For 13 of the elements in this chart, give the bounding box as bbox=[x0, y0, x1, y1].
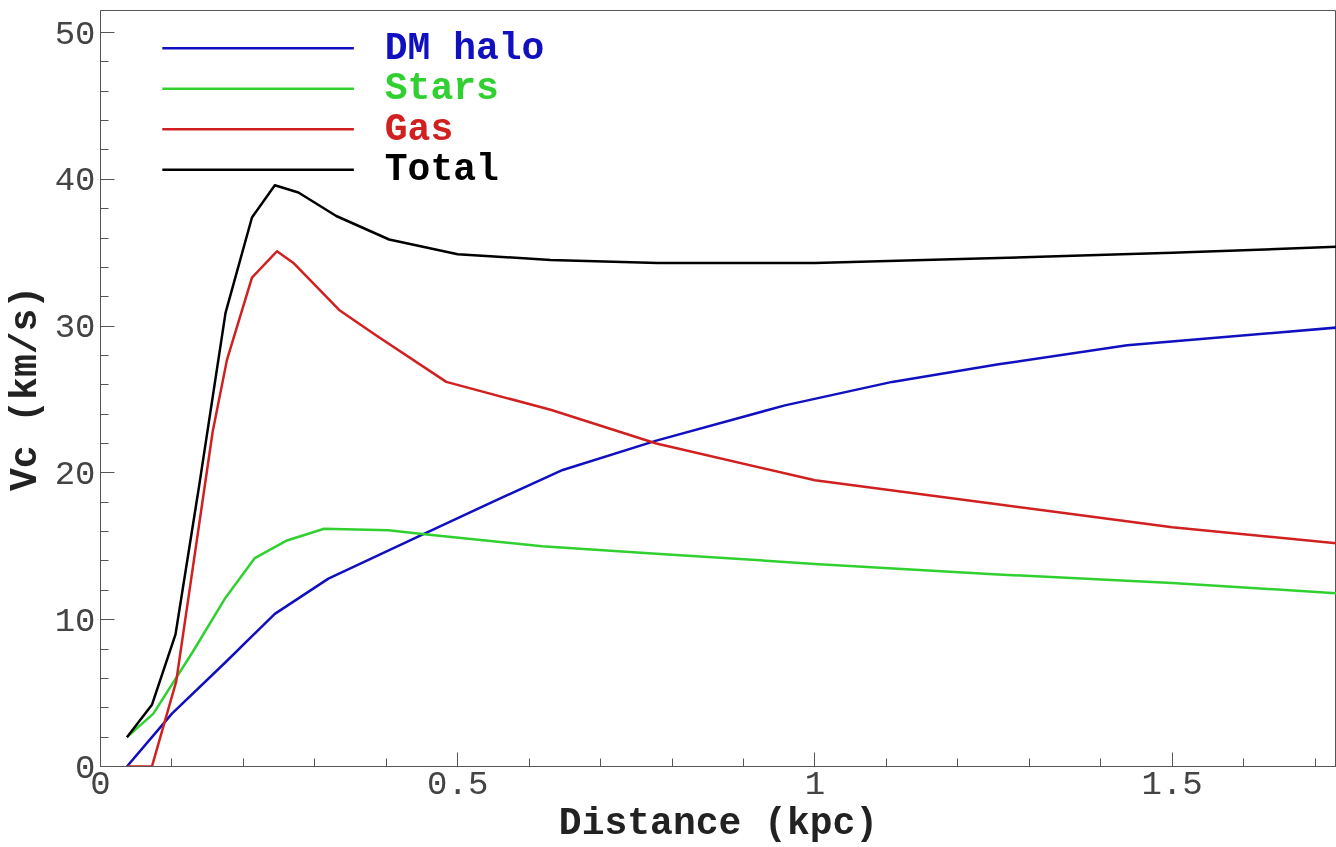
y-tick-label: 20 bbox=[54, 455, 96, 494]
x-tick-label: 1 bbox=[804, 765, 826, 804]
series-label: Total bbox=[384, 148, 499, 192]
y-tick-label: 10 bbox=[54, 602, 96, 641]
x-axis-title: Distance (kpc) bbox=[558, 801, 879, 845]
text: DM halo bbox=[384, 26, 545, 70]
line-series bbox=[125, 183, 1336, 739]
y-tick-label: 50 bbox=[54, 15, 96, 54]
y-axis-title: Vc (km/s) bbox=[3, 285, 47, 492]
y-tick-label: 40 bbox=[54, 162, 96, 201]
x-tick-label: 1.5 bbox=[1141, 765, 1203, 804]
y-tick-label: 30 bbox=[54, 309, 96, 348]
x-tick-label: 0.5 bbox=[427, 765, 489, 804]
